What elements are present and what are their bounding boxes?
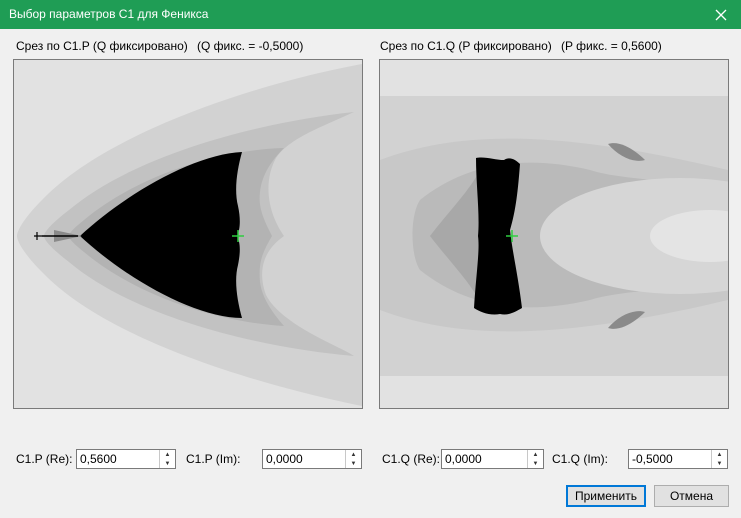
p-im-input[interactable] xyxy=(263,450,347,468)
q-re-input[interactable] xyxy=(442,450,529,468)
close-icon xyxy=(715,9,727,20)
q-im-label: C1.Q (Im): xyxy=(552,452,608,466)
chevron-down-icon[interactable]: ▼ xyxy=(350,460,357,467)
p-im-spinner[interactable]: ▲ ▼ xyxy=(262,449,362,469)
q-slice-fractal xyxy=(380,60,728,408)
title-bar: Выбор параметров C1 для Феникса xyxy=(0,0,741,29)
window-title: Выбор параметров C1 для Феникса xyxy=(9,7,209,21)
q-slice-plot[interactable] xyxy=(379,59,729,409)
p-re-label: C1.P (Re): xyxy=(16,452,73,466)
p-marker xyxy=(232,230,244,242)
chevron-down-icon[interactable]: ▼ xyxy=(716,460,723,467)
right-panel-label: Срез по C1.Q (P фиксировано) xyxy=(380,39,552,53)
chevron-down-icon[interactable]: ▼ xyxy=(532,460,539,467)
chevron-up-icon[interactable]: ▲ xyxy=(164,451,171,458)
q-marker xyxy=(506,230,518,242)
q-re-label: C1.Q (Re): xyxy=(382,452,441,466)
chevron-up-icon[interactable]: ▲ xyxy=(350,451,357,458)
cancel-button[interactable]: Отмена xyxy=(654,485,729,507)
chevron-up-icon[interactable]: ▲ xyxy=(532,451,539,458)
p-re-spinner[interactable]: ▲ ▼ xyxy=(76,449,176,469)
right-panel-fixed-note: (P фикс. = 0,5600) xyxy=(561,39,662,53)
p-re-input[interactable] xyxy=(77,450,161,468)
p-im-label: C1.P (Im): xyxy=(186,452,241,466)
close-button[interactable] xyxy=(701,0,741,29)
q-im-input[interactable] xyxy=(629,450,713,468)
q-im-spinner[interactable]: ▲ ▼ xyxy=(628,449,728,469)
p-slice-fractal xyxy=(14,60,362,408)
chevron-up-icon[interactable]: ▲ xyxy=(716,451,723,458)
chevron-down-icon[interactable]: ▼ xyxy=(164,460,171,467)
left-panel-fixed-note: (Q фикс. = -0,5000) xyxy=(197,39,304,53)
p-slice-plot[interactable] xyxy=(13,59,363,409)
q-re-spinner[interactable]: ▲ ▼ xyxy=(441,449,544,469)
left-panel-label: Срез по C1.P (Q фиксировано) xyxy=(16,39,188,53)
apply-button[interactable]: Применить xyxy=(566,485,646,507)
